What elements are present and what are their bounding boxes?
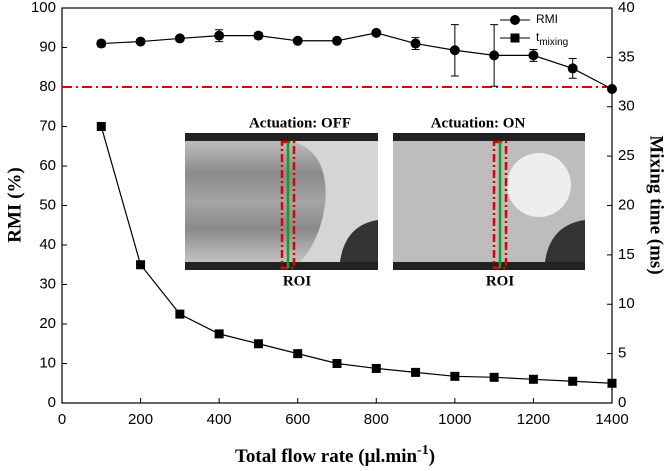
y2-tick-label: 35 xyxy=(618,48,635,65)
legend-subscript: mixing xyxy=(539,37,568,48)
channel-wall xyxy=(393,262,585,270)
y-tick-label: 60 xyxy=(39,157,56,174)
point xyxy=(371,363,381,373)
x-tick-label: 1000 xyxy=(438,411,471,428)
inset-title: Actuation: ON xyxy=(431,115,526,131)
x-tick-label: 600 xyxy=(285,411,310,428)
inset-shape xyxy=(545,220,585,262)
point xyxy=(449,45,460,56)
point xyxy=(411,367,421,377)
point xyxy=(607,83,617,94)
x-tick-label: 200 xyxy=(128,411,153,428)
y-tick-label: 70 xyxy=(39,117,56,134)
inset-shape xyxy=(340,220,378,262)
point xyxy=(489,372,499,382)
channel-wall xyxy=(185,133,378,141)
y-tick-label: 50 xyxy=(39,196,56,213)
x-axis-label: Total flow rate (μl.min-1) xyxy=(235,443,435,467)
point xyxy=(136,260,146,270)
y-tick-label: 0 xyxy=(48,394,56,411)
point xyxy=(371,27,382,38)
y2-tick-label: 10 xyxy=(618,295,635,312)
y2-tick-label: 5 xyxy=(618,345,626,362)
channel-wall xyxy=(393,133,585,141)
point xyxy=(528,374,538,384)
x-tick-label: 400 xyxy=(207,411,232,428)
y-tick-label: 90 xyxy=(39,38,56,55)
y-tick-label: 80 xyxy=(39,78,56,95)
x-tick-label: 1200 xyxy=(517,411,550,428)
y2-axis-label: Mixing time (ms) xyxy=(646,135,667,274)
point xyxy=(528,50,539,61)
point xyxy=(567,63,578,74)
y2-tick-label: 0 xyxy=(618,394,626,411)
inset-shape xyxy=(507,153,571,217)
y2-tick-label: 15 xyxy=(618,246,635,263)
point xyxy=(410,38,421,49)
x-tick-label: 1400 xyxy=(595,411,628,428)
y-tick-label: 10 xyxy=(39,354,56,371)
x-tick-label: 0 xyxy=(58,411,66,428)
inset-label: ROI xyxy=(486,273,515,289)
y-tick-label: 20 xyxy=(39,315,56,332)
point xyxy=(175,309,185,319)
y-axis-label: RMI (%) xyxy=(4,167,25,242)
point xyxy=(568,376,578,386)
y-tick-label: 100 xyxy=(31,0,56,16)
insets: Actuation: OFF ROI Actuation: ON ROI xyxy=(185,115,585,289)
point xyxy=(174,33,185,44)
series-line xyxy=(100,126,613,384)
point xyxy=(214,30,225,41)
legend-marker xyxy=(510,15,520,25)
point xyxy=(253,30,264,41)
point xyxy=(607,378,617,388)
legend-label: RMI xyxy=(536,12,558,26)
point xyxy=(332,359,342,368)
point xyxy=(214,329,224,339)
point xyxy=(292,35,303,46)
point xyxy=(450,371,460,381)
y2-tick-label: 40 xyxy=(618,0,635,16)
x-tick-label: 800 xyxy=(364,411,389,428)
point xyxy=(96,38,107,49)
y-tick-label: 30 xyxy=(39,275,56,292)
y2-tick-label: 25 xyxy=(618,147,635,164)
legend-name: RMI xyxy=(536,12,558,26)
point xyxy=(253,339,263,349)
point xyxy=(332,35,342,46)
point xyxy=(293,349,303,359)
point xyxy=(489,50,500,61)
y2-tick-label: 30 xyxy=(618,98,635,115)
legend-marker xyxy=(510,33,520,43)
y2-tick-label: 20 xyxy=(618,196,635,213)
legend-name: t xyxy=(536,30,540,44)
legend-label: tmixing xyxy=(536,30,568,47)
inset-title: Actuation: OFF xyxy=(249,115,351,131)
series-line xyxy=(101,32,613,90)
y-tick-label: 40 xyxy=(39,236,56,253)
point xyxy=(135,36,146,47)
inset-label: ROI xyxy=(283,273,312,289)
point xyxy=(96,122,106,131)
